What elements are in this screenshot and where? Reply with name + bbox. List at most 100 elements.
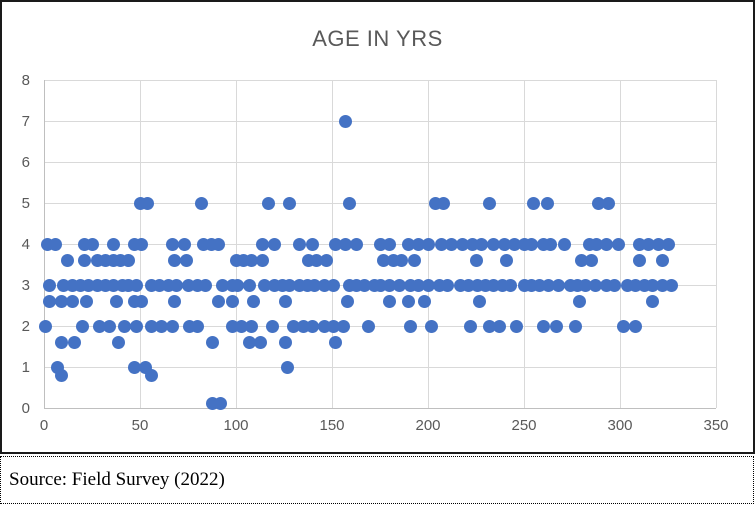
data-point [569, 319, 583, 333]
data-point [550, 319, 564, 333]
data-point [145, 368, 159, 382]
data-point [129, 278, 143, 292]
data-point [655, 253, 669, 267]
chart-container: AGE IN YRS 0 1 2 3 4 5 6 7 8 0 50 100 150 200 250 300 3… [0, 0, 755, 454]
data-point [540, 196, 554, 210]
data-point [444, 237, 458, 251]
data-point [177, 237, 191, 251]
y-tick-label-2: 2 [21, 318, 30, 335]
data-point [646, 294, 660, 308]
data-point [244, 253, 258, 267]
data-point [110, 294, 124, 308]
data-point [504, 278, 518, 292]
data-point [552, 278, 566, 292]
data-point [85, 237, 99, 251]
data-point [106, 237, 120, 251]
data-point [246, 294, 260, 308]
data-point [43, 278, 57, 292]
data-point [242, 335, 256, 349]
data-point [473, 294, 487, 308]
data-point [198, 278, 212, 292]
data-point [60, 253, 74, 267]
data-point [281, 360, 295, 374]
data-point [469, 253, 483, 267]
data-point [319, 253, 333, 267]
data-point [342, 196, 356, 210]
data-point [486, 237, 500, 251]
chart-title: AGE IN YRS [312, 26, 443, 51]
data-point [292, 237, 306, 251]
scatter-plot-area [39, 80, 717, 411]
source-note-text: Source: Field Survey (2022) [9, 469, 225, 490]
x-tick-label-200: 200 [415, 417, 441, 434]
x-tick-label-300: 300 [607, 417, 633, 434]
data-point [279, 335, 293, 349]
data-point [112, 335, 126, 349]
data-point [279, 294, 293, 308]
data-point [383, 294, 397, 308]
data-point [463, 319, 477, 333]
data-point [482, 196, 496, 210]
data-point [54, 368, 68, 382]
data-point [79, 294, 93, 308]
data-point [440, 278, 454, 292]
data-point [611, 237, 625, 251]
data-point [601, 196, 615, 210]
data-point [168, 294, 182, 308]
data-point [394, 253, 408, 267]
data-point [536, 319, 550, 333]
data-point [39, 319, 53, 333]
data-point [665, 278, 679, 292]
data-point [361, 319, 375, 333]
y-tick-label-8: 8 [21, 72, 30, 89]
data-point [242, 278, 256, 292]
data-point [262, 196, 276, 210]
y-tick-label-7: 7 [21, 113, 30, 130]
gridline-y-8 [44, 80, 716, 81]
data-point [475, 237, 489, 251]
data-point [617, 319, 631, 333]
data-point [141, 196, 155, 210]
data-point [118, 319, 132, 333]
data-point [54, 335, 68, 349]
data-point [327, 278, 341, 292]
data-point [43, 294, 57, 308]
data-point [256, 253, 270, 267]
data-point [421, 278, 435, 292]
data-point [225, 294, 239, 308]
data-point [212, 237, 226, 251]
data-point [544, 237, 558, 251]
data-point [584, 253, 598, 267]
data-point [231, 278, 245, 292]
y-tick-label-5: 5 [21, 195, 30, 212]
data-point [66, 294, 80, 308]
data-point [338, 237, 352, 251]
data-point [383, 237, 397, 251]
data-point [338, 114, 352, 128]
data-point [306, 319, 320, 333]
y-tick-label-6: 6 [21, 154, 30, 171]
data-point [191, 319, 205, 333]
data-point [408, 253, 422, 267]
data-point [632, 253, 646, 267]
data-point [607, 278, 621, 292]
data-point [75, 319, 89, 333]
y-tick-label-3: 3 [21, 277, 30, 294]
data-point [256, 237, 270, 251]
data-point [392, 278, 406, 292]
gridline-x-350 [716, 80, 717, 408]
data-point [628, 319, 642, 333]
data-point [265, 319, 279, 333]
data-point [166, 237, 180, 251]
x-tick-label-50: 50 [131, 417, 149, 434]
data-point [135, 237, 149, 251]
data-point [254, 335, 268, 349]
source-note-box: Source: Field Survey (2022) [0, 456, 754, 504]
data-point [557, 237, 571, 251]
y-tick-label-0: 0 [21, 400, 30, 417]
data-point [166, 319, 180, 333]
data-point [509, 319, 523, 333]
data-point [214, 397, 228, 411]
data-point [135, 294, 149, 308]
